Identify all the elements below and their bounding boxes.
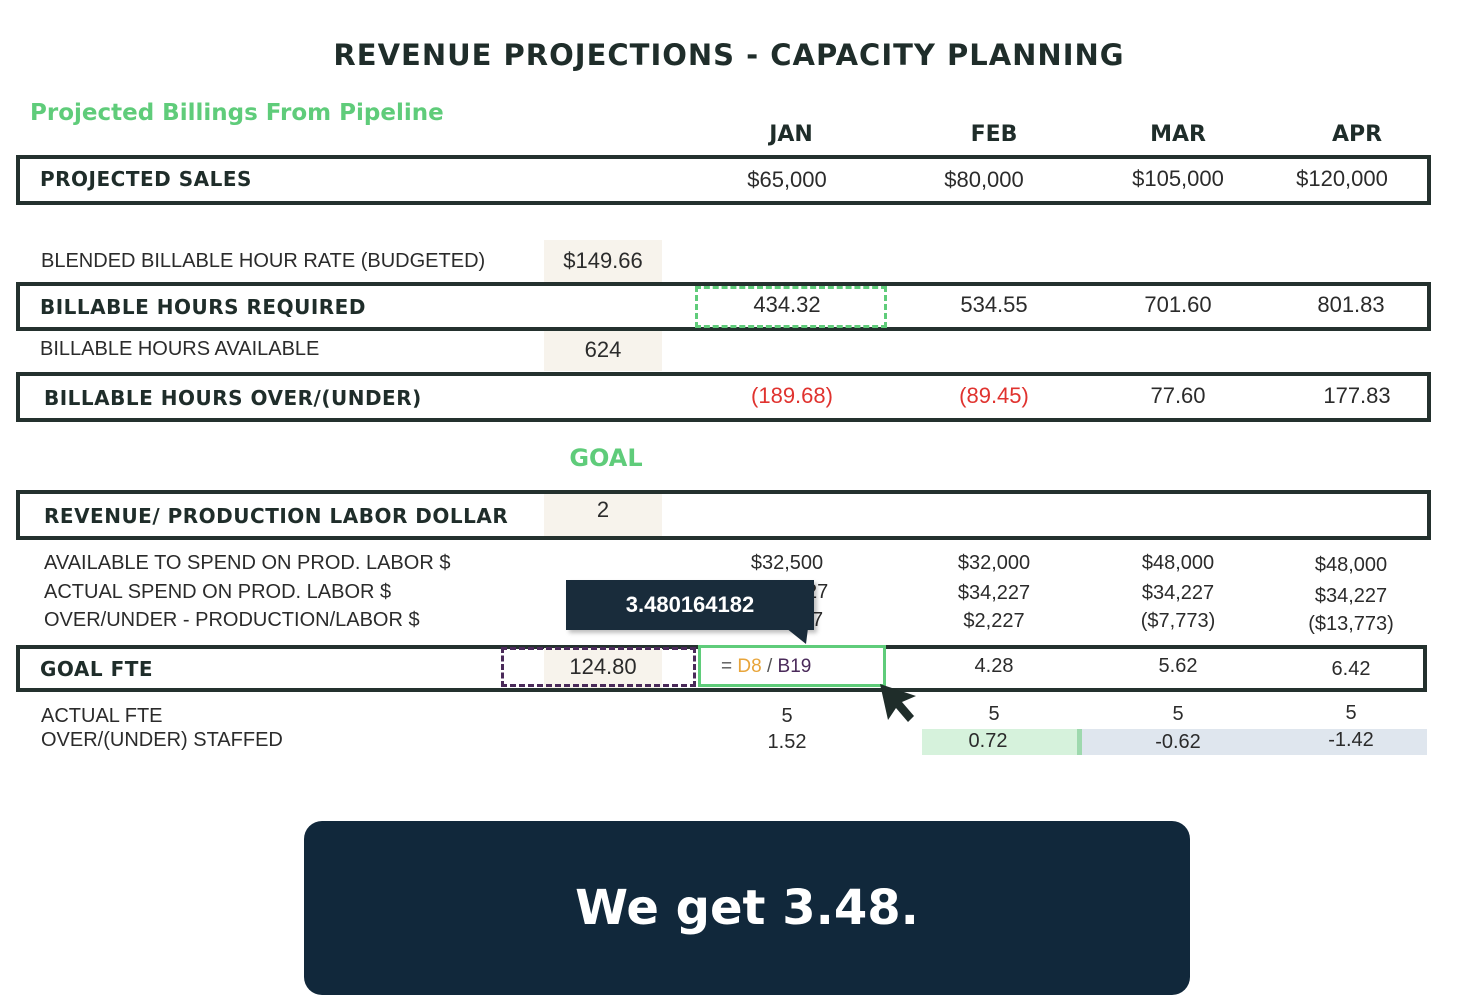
cell-divider bbox=[1077, 729, 1082, 755]
goal-fte-label: GOAL FTE bbox=[40, 657, 154, 681]
available-spend-feb[interactable]: $32,000 bbox=[957, 552, 1031, 574]
tooltip-pointer bbox=[786, 628, 808, 644]
goal-fte-apr[interactable]: 6.42 bbox=[1331, 658, 1371, 680]
goal-fte-feb[interactable]: 4.28 bbox=[974, 655, 1014, 677]
selected-cell-highlight bbox=[695, 286, 887, 328]
over-under-staffed-feb[interactable]: 0.72 bbox=[968, 730, 1008, 752]
actual-spend-label: ACTUAL SPEND ON PROD. LABOR $ bbox=[44, 581, 392, 603]
over-under-staffed-apr[interactable]: -1.42 bbox=[1328, 729, 1374, 751]
column-header-apr: APR bbox=[1331, 122, 1383, 147]
billable-hours-over-under-jan[interactable]: (189.68) bbox=[751, 383, 833, 408]
revenue-per-labor-row bbox=[16, 490, 1431, 540]
projected-sales-apr[interactable]: $120,000 bbox=[1296, 166, 1388, 191]
available-spend-label: AVAILABLE TO SPEND ON PROD. LABOR $ bbox=[44, 552, 451, 574]
projected-sales-mar[interactable]: $105,000 bbox=[1132, 166, 1224, 191]
actual-spend-apr[interactable]: $34,227 bbox=[1314, 585, 1388, 607]
goal-fte-cell[interactable]: 124.80 bbox=[569, 654, 637, 679]
billable-hours-over-under-feb[interactable]: (89.45) bbox=[959, 383, 1029, 408]
page-title: REVENUE PROJECTIONS - CAPACITY PLANNING bbox=[333, 38, 1125, 72]
formula-ref-d8: D8 bbox=[737, 656, 762, 677]
blended-rate-label: BLENDED BILLABLE HOUR RATE (BUDGETED) bbox=[41, 250, 486, 272]
billable-hours-available-label: BILLABLE HOURS AVAILABLE bbox=[40, 338, 320, 360]
revenue-per-labor-label: REVENUE/ PRODUCTION LABOR DOLLAR bbox=[44, 504, 509, 528]
goal-heading: GOAL bbox=[569, 444, 643, 472]
formula-result-tooltip: 3.480164182 bbox=[566, 580, 814, 630]
column-header-jan: JAN bbox=[769, 122, 813, 147]
over-under-spend-jan[interactable]: 7 bbox=[812, 609, 824, 631]
formula-input-cell[interactable]: = D8 / B19 bbox=[698, 645, 886, 687]
staffed-feb-highlight bbox=[922, 729, 1080, 755]
revenue-per-labor-cell-bg bbox=[544, 494, 662, 536]
projected-sales-feb[interactable]: $80,000 bbox=[944, 167, 1024, 192]
billable-hours-required-apr[interactable]: 801.83 bbox=[1317, 292, 1385, 317]
billable-hours-over-under-mar[interactable]: 77.60 bbox=[1150, 383, 1206, 408]
goal-fte-mar[interactable]: 5.62 bbox=[1158, 655, 1198, 677]
projected-sales-jan[interactable]: $65,000 bbox=[747, 167, 827, 192]
blended-rate-cell[interactable]: $149.66 bbox=[544, 240, 662, 282]
over-under-spend-label: OVER/UNDER - PRODUCTION/LABOR $ bbox=[44, 609, 420, 631]
billable-hours-required-row bbox=[16, 282, 1431, 331]
column-header-feb: FEB bbox=[970, 122, 1018, 147]
over-under-staffed-mar[interactable]: -0.62 bbox=[1155, 731, 1201, 753]
section-subtitle: Projected Billings From Pipeline bbox=[30, 100, 444, 126]
available-spend-jan[interactable]: $32,500 bbox=[750, 552, 824, 574]
actual-fte-jan[interactable]: 5 bbox=[781, 705, 793, 727]
projected-sales-label: PROJECTED SALES bbox=[40, 167, 252, 191]
over-under-spend-feb[interactable]: $2,227 bbox=[963, 610, 1025, 632]
billable-hours-required-feb[interactable]: 534.55 bbox=[960, 292, 1028, 317]
billable-hours-required-jan[interactable]: 434.32 bbox=[753, 292, 821, 317]
over-under-staffed-label: OVER/(UNDER) STAFFED bbox=[41, 729, 283, 751]
billable-hours-over-under-label: BILLABLE HOURS OVER/(UNDER) bbox=[44, 386, 422, 410]
goal-fte-cell-bg bbox=[544, 648, 662, 688]
actual-spend-mar[interactable]: $34,227 bbox=[1141, 582, 1215, 604]
revenue-per-labor-cell[interactable]: 2 bbox=[596, 497, 610, 522]
billable-hours-available-cell[interactable]: 624 bbox=[544, 331, 662, 371]
staffed-under-highlight bbox=[1082, 729, 1427, 755]
projected-sales-row bbox=[16, 155, 1431, 205]
over-under-staffed-jan[interactable]: 1.52 bbox=[767, 731, 807, 753]
actual-fte-feb[interactable]: 5 bbox=[988, 703, 1000, 725]
billable-hours-over-under-row bbox=[16, 372, 1431, 422]
billable-hours-required-label: BILLABLE HOURS REQUIRED bbox=[40, 295, 366, 319]
caption-banner: We get 3.48. bbox=[304, 821, 1190, 995]
billable-hours-over-under-apr[interactable]: 177.83 bbox=[1323, 383, 1391, 408]
formula-divide: / bbox=[761, 656, 778, 677]
available-spend-apr[interactable]: $48,000 bbox=[1314, 554, 1388, 576]
referenced-cell-highlight bbox=[501, 647, 696, 687]
formula-ref-b19: B19 bbox=[777, 656, 812, 677]
actual-fte-apr[interactable]: 5 bbox=[1345, 702, 1357, 724]
available-spend-mar[interactable]: $48,000 bbox=[1141, 552, 1215, 574]
formula-equals: = bbox=[721, 656, 738, 677]
column-header-mar: MAR bbox=[1150, 122, 1206, 147]
billable-hours-required-mar[interactable]: 701.60 bbox=[1144, 292, 1212, 317]
actual-spend-feb[interactable]: $34,227 bbox=[957, 582, 1031, 604]
over-under-spend-mar[interactable]: ($7,773) bbox=[1140, 610, 1216, 632]
actual-fte-label: ACTUAL FTE bbox=[41, 705, 163, 727]
mouse-cursor-icon bbox=[880, 684, 916, 722]
actual-fte-mar[interactable]: 5 bbox=[1172, 703, 1184, 725]
over-under-spend-apr[interactable]: ($13,773) bbox=[1308, 613, 1394, 635]
